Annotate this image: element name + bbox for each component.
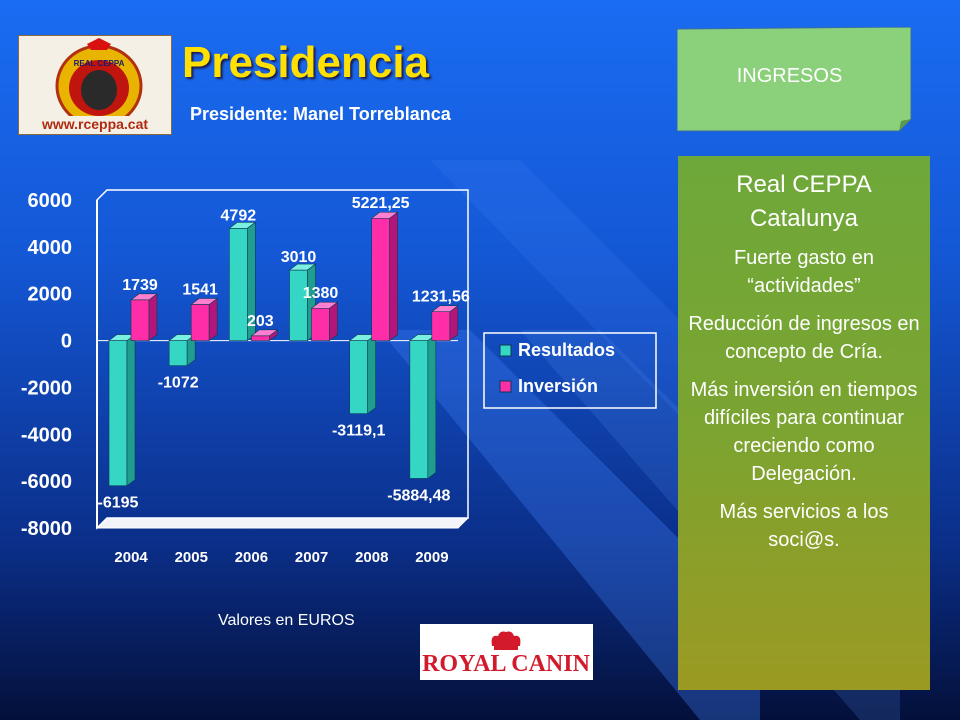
bar-resultados-2008 bbox=[349, 340, 368, 414]
legend-box bbox=[483, 332, 657, 409]
bar-value-label: -5884,48 bbox=[387, 487, 450, 504]
bar-value-label: 3010 bbox=[281, 249, 317, 266]
rceppa-emblem: REAL CEPPA Delegación de Catalunya www.r… bbox=[27, 38, 163, 132]
bar-top-resultados-2006 bbox=[228, 222, 257, 229]
x-tick-label: 2007 bbox=[295, 549, 328, 566]
bar-value-label: 1739 bbox=[122, 277, 158, 294]
info-panel: Real CEPPA Catalunya Fuerte gasto en “ac… bbox=[678, 156, 930, 690]
x-tick-label: 2005 bbox=[175, 549, 208, 566]
bar-side-inversión-2007 bbox=[329, 301, 338, 342]
rceppa-logo: REAL CEPPA Delegación de Catalunya www.r… bbox=[18, 35, 172, 135]
bar-value-label: 203 bbox=[247, 313, 274, 330]
x-axis-labels: 2004 2005 2006 2007 2008 2009 bbox=[114, 549, 448, 566]
bar-resultados-2004 bbox=[108, 340, 128, 487]
bar-side-resultados-2009 bbox=[427, 333, 437, 480]
bar-value-label: 4792 bbox=[221, 207, 257, 224]
bar-top-inversión-2007 bbox=[310, 301, 339, 309]
panel-title: Real CEPPA Catalunya bbox=[736, 171, 872, 232]
bar-inversión-2007 bbox=[311, 307, 330, 341]
bar-side-inversión-2004 bbox=[148, 293, 158, 342]
bar-top-inversión-2004 bbox=[130, 293, 158, 301]
y-tick-label: 2000 bbox=[28, 284, 73, 306]
ingresos-callout: INGRESOS bbox=[676, 26, 912, 132]
legend-swatch-inversión bbox=[499, 380, 512, 393]
y-tick-label: -4000 bbox=[21, 424, 72, 446]
bar-value-label: 1380 bbox=[303, 285, 339, 302]
brand-name: ROYAL CANIN bbox=[422, 651, 590, 677]
bar-resultados-2006 bbox=[229, 228, 248, 341]
x-tick-label: 2004 bbox=[114, 549, 148, 566]
bar-value-label: 1231,56 bbox=[412, 289, 470, 306]
panel-paragraph: Fuerte gasto en “actividades” bbox=[733, 247, 875, 297]
bar-resultados-2007 bbox=[289, 269, 308, 341]
legend-label: Resultados bbox=[518, 340, 615, 360]
results-investment-chart: 6000 4000 2000 0 -2000 -4000 -6000 -8000 -6195 1… bbox=[21, 189, 657, 566]
y-tick-label: -2000 bbox=[21, 377, 72, 399]
bar-inversión-2006 bbox=[251, 335, 270, 341]
bar-side-inversión-2008 bbox=[389, 211, 398, 342]
royal-canin-logo: ROYAL CANIN bbox=[420, 624, 593, 680]
bar-top-inversión-2008 bbox=[370, 211, 399, 219]
panel-paragraph: Más servicios a los soci@s. bbox=[719, 501, 889, 551]
y-tick-label: 0 bbox=[61, 331, 72, 353]
bar-side-resultados-2008 bbox=[367, 333, 376, 415]
x-tick-label: 2006 bbox=[235, 549, 268, 566]
legend-swatch-resultados bbox=[499, 344, 512, 357]
page-subtitle: Presidente: Manel Torreblanca bbox=[190, 104, 451, 124]
y-axis-ticks: 6000 4000 2000 0 -2000 -4000 -6000 -8000 bbox=[21, 190, 72, 540]
logo-top-text: REAL CEPPA bbox=[74, 59, 125, 68]
bar-labels: -6195 1739 -1072 1541 4792 203 3010 1380 -3119,1… bbox=[98, 195, 470, 511]
bar-side-resultados-2004 bbox=[126, 333, 136, 487]
ingresos-shape bbox=[676, 26, 912, 132]
bars bbox=[108, 211, 459, 487]
units-note: Valores en EUROS bbox=[218, 612, 355, 629]
chart-floor bbox=[95, 517, 470, 529]
x-tick-label: 2008 bbox=[355, 549, 388, 566]
bar-value-label: 1541 bbox=[182, 281, 218, 298]
panel-paragraph: Más inversión en tiempos difíciles para … bbox=[690, 379, 918, 485]
bar-value-label: -6195 bbox=[98, 495, 139, 512]
bar-value-label: -1072 bbox=[158, 375, 199, 392]
chart-frame bbox=[95, 189, 470, 530]
page-title: Presidencia bbox=[182, 38, 430, 87]
bar-inversión-2004 bbox=[130, 299, 150, 341]
bar-top-inversión-2009 bbox=[430, 305, 459, 313]
y-tick-label: -6000 bbox=[21, 471, 72, 493]
y-tick-label: 6000 bbox=[28, 190, 73, 212]
y-tick-label: 4000 bbox=[28, 237, 73, 259]
x-tick-label: 2009 bbox=[415, 549, 448, 566]
chart-legend: Resultados Inversión bbox=[483, 332, 657, 409]
bar-side-inversión-2005 bbox=[208, 297, 218, 342]
logo-url: www.rceppa.cat bbox=[41, 116, 148, 132]
bar-inversión-2008 bbox=[371, 217, 390, 341]
royal-canin-crown-icon: ROYAL CANIN bbox=[422, 631, 591, 677]
bar-value-label: 5221,25 bbox=[352, 195, 410, 212]
legend-label: Inversión bbox=[518, 376, 598, 396]
bar-top-inversión-2006 bbox=[250, 329, 279, 337]
bar-top-inversión-2005 bbox=[190, 298, 219, 305]
y-tick-label: -8000 bbox=[21, 518, 72, 540]
bar-top-resultados-2007 bbox=[288, 263, 317, 271]
bar-value-label: -3119,1 bbox=[332, 423, 385, 440]
bar-resultados-2005 bbox=[168, 340, 188, 366]
bar-resultados-2009 bbox=[409, 340, 429, 479]
ingresos-label: INGRESOS bbox=[736, 65, 843, 87]
bar-inversión-2005 bbox=[190, 304, 210, 341]
bar-inversión-2009 bbox=[431, 311, 451, 341]
panel-paragraph: Reducción de ingresos en concepto de Crí… bbox=[688, 313, 920, 363]
